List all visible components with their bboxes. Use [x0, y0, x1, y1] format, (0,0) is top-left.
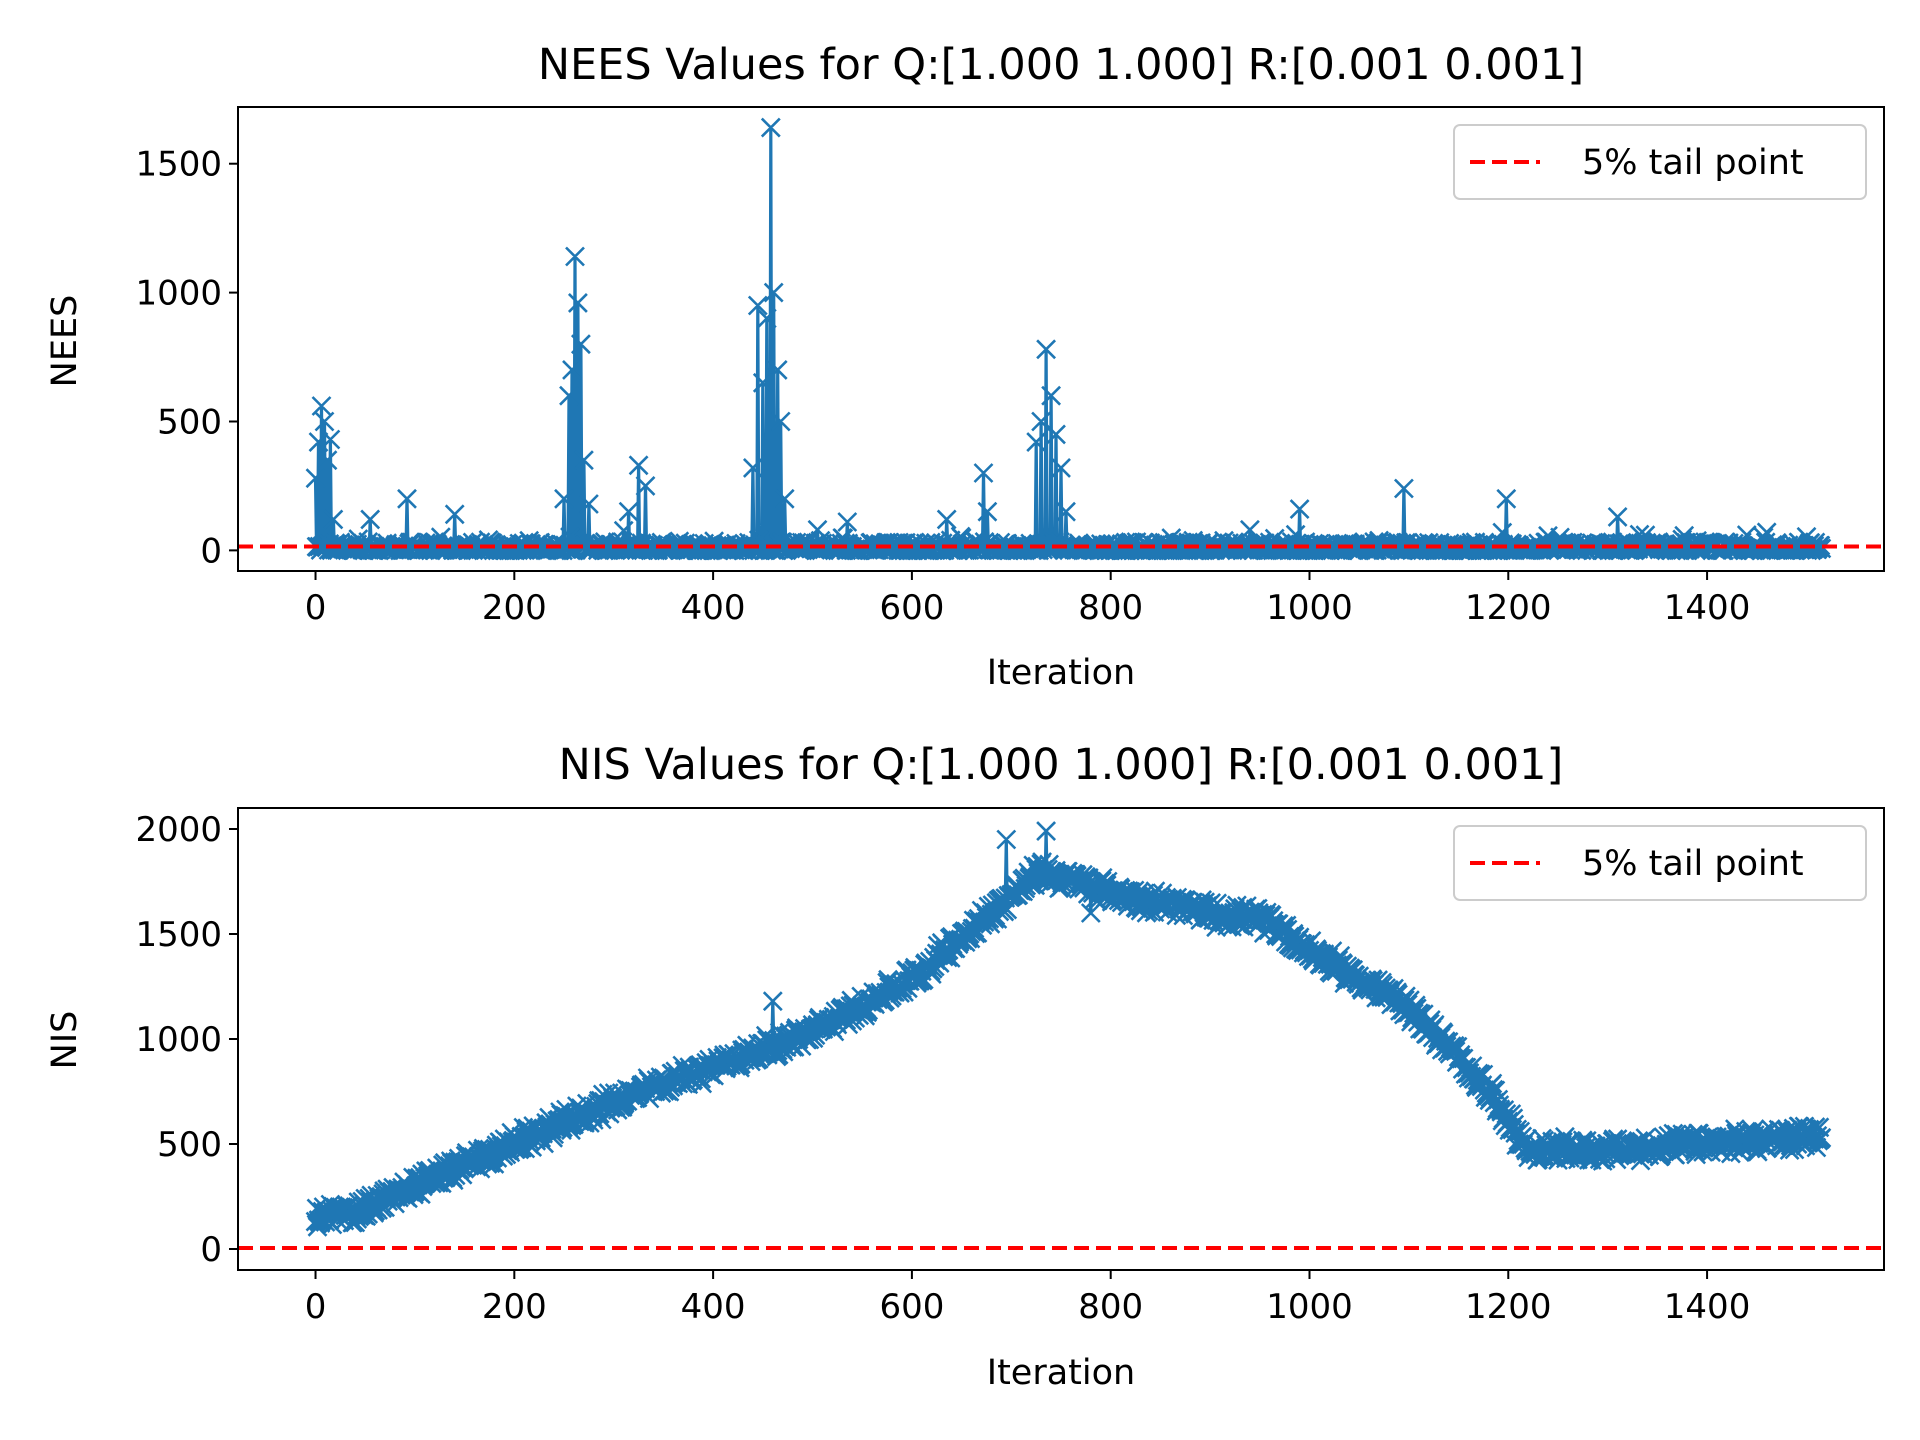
nis-series-markers — [305, 821, 1832, 1237]
nis-panel: NIS Values for Q:[1.000 1.000] R:[0.001 … — [45, 740, 1885, 1393]
nees-y-tick-label: 1000 — [135, 274, 222, 314]
nis-chart-title: NIS Values for Q:[1.000 1.000] R:[0.001 … — [559, 740, 1564, 790]
nees-y-tick-label: 0 — [200, 531, 222, 571]
nis-y-tick-label: 2000 — [135, 810, 222, 850]
nees-panel: NEES Values for Q:[1.000 1.000] R:[0.001… — [45, 40, 1885, 693]
nees-axes-frame — [237, 106, 1885, 572]
nees-x-tick-label: 0 — [305, 588, 327, 628]
nees-y-tick-label: 1500 — [135, 145, 222, 185]
nees-x-tick-label: 800 — [1078, 588, 1143, 628]
nis-legend-label: 5% tail point — [1582, 844, 1804, 884]
nis-x-axis-label: Iteration — [987, 1353, 1135, 1393]
nees-legend-label: 5% tail point — [1582, 143, 1804, 183]
nis-x-tick-label: 1400 — [1664, 1287, 1751, 1327]
nis-x-tick-label: 1200 — [1465, 1287, 1552, 1327]
nees-legend-box — [1453, 124, 1867, 200]
nees-x-tick-label: 400 — [681, 588, 746, 628]
nis-x-tick-label: 400 — [681, 1287, 746, 1327]
nees-y-tick-label: 500 — [157, 402, 222, 442]
nis-plot-area — [238, 821, 1884, 1250]
nis-legend-box — [1453, 825, 1867, 901]
nees-x-tick-label: 1400 — [1664, 588, 1751, 628]
nis-x-tick-label: 600 — [879, 1287, 944, 1327]
nis-y-tick-label: 500 — [157, 1125, 222, 1165]
nees-x-tick-label: 200 — [482, 588, 547, 628]
nis-x-tick-label: 200 — [482, 1287, 547, 1327]
nees-x-tick-label: 1000 — [1266, 588, 1353, 628]
nees-legend: 5% tail point — [1453, 124, 1867, 200]
nees-plot-area — [238, 117, 1884, 561]
nis-y-tick-label: 1500 — [135, 915, 222, 955]
nis-legend: 5% tail point — [1453, 825, 1867, 901]
nees-y-axis-label: NEES — [45, 295, 85, 388]
nis-y-axis-label: NIS — [45, 1011, 85, 1070]
nis-x-tick-label: 800 — [1078, 1287, 1143, 1327]
nees-x-tick-label: 600 — [879, 588, 944, 628]
nis-x-tick-label: 1000 — [1266, 1287, 1353, 1327]
nis-y-tick-label: 0 — [200, 1230, 222, 1270]
nis-y-tick-label: 1000 — [135, 1020, 222, 1060]
nees-x-tick-label: 1200 — [1465, 588, 1552, 628]
nees-chart-title: NEES Values for Q:[1.000 1.000] R:[0.001… — [538, 40, 1584, 90]
nees-x-axis-label: Iteration — [987, 653, 1135, 693]
nis-x-tick-label: 0 — [305, 1287, 327, 1327]
